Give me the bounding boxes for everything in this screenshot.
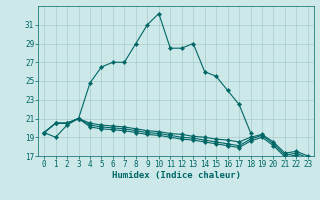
X-axis label: Humidex (Indice chaleur): Humidex (Indice chaleur): [111, 171, 241, 180]
